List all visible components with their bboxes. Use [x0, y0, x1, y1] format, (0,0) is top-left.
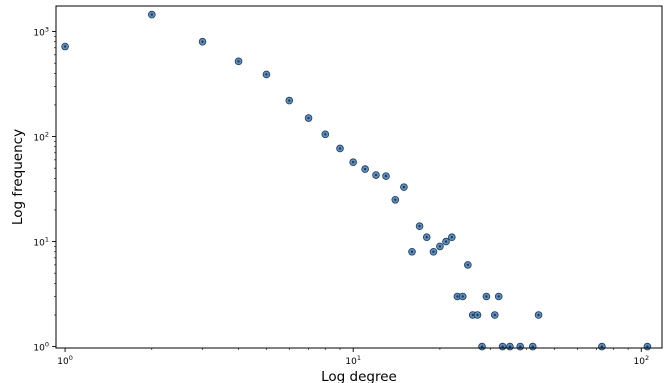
plot-area-frame: [55, 5, 663, 349]
data-point-center: [394, 198, 397, 201]
x-tick-label: 102: [633, 354, 649, 367]
data-point-center: [466, 263, 470, 267]
data-point-center: [265, 73, 268, 76]
data-point-center: [438, 245, 442, 248]
data-point-center: [508, 345, 512, 348]
data-point-center: [444, 240, 448, 243]
data-point-center: [493, 313, 496, 317]
y-tick-label: 103: [33, 26, 49, 39]
x-axis-label: Log degree: [321, 369, 397, 383]
data-point-center: [501, 345, 504, 348]
y-tick-label: 101: [33, 236, 49, 249]
data-point-center: [237, 60, 240, 63]
data-point-center: [497, 295, 500, 298]
y-tick-label: 102: [33, 131, 49, 144]
data-point-center: [402, 185, 406, 189]
data-point-center: [374, 173, 378, 177]
data-point-center: [351, 160, 355, 164]
data-point-center: [324, 133, 327, 136]
data-point-center: [519, 345, 522, 348]
data-point-center: [363, 167, 367, 171]
data-point-center: [338, 147, 342, 150]
data-point-center: [456, 295, 459, 298]
data-point-center: [410, 250, 414, 253]
data-point-center: [288, 99, 291, 102]
data-point-center: [450, 236, 454, 239]
data-point-center: [537, 313, 540, 317]
data-point-center: [471, 313, 474, 317]
data-point-center: [418, 225, 421, 228]
data-point-center: [531, 345, 534, 348]
data-point-center: [480, 345, 484, 348]
data-point-center: [600, 345, 604, 348]
data-point-center: [461, 295, 464, 298]
data-point-center: [425, 236, 428, 239]
data-point-center: [150, 13, 154, 16]
data-point-center: [201, 40, 204, 43]
data-point-center: [646, 345, 649, 348]
x-tick-label: 100: [57, 354, 73, 367]
data-point-center: [63, 45, 67, 48]
data-point-center: [476, 313, 479, 317]
ticks-layer: 100 101 102 100 101 102 103: [33, 26, 649, 367]
data-point-center: [307, 116, 310, 120]
y-axis-label: Log frequency: [10, 129, 26, 225]
data-point-center: [432, 250, 435, 253]
points-layer: [61, 10, 652, 351]
data-point-center: [384, 174, 388, 178]
data-point-center: [485, 295, 488, 298]
y-tick-label: 100: [33, 341, 49, 354]
x-tick-label: 101: [345, 354, 361, 367]
